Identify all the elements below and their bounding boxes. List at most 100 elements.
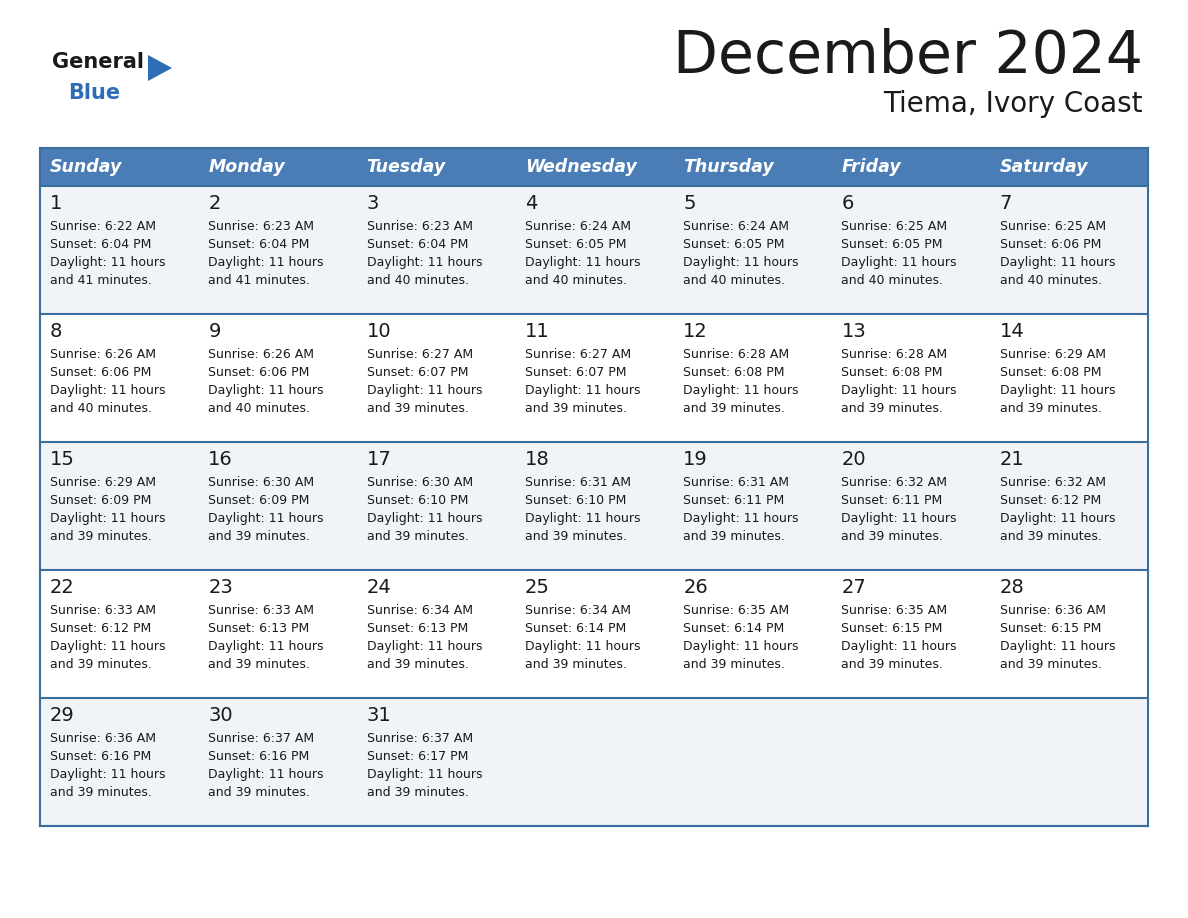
Text: Sunset: 6:14 PM: Sunset: 6:14 PM <box>525 622 626 635</box>
Text: Daylight: 11 hours: Daylight: 11 hours <box>683 256 798 269</box>
Text: Sunset: 6:12 PM: Sunset: 6:12 PM <box>50 622 151 635</box>
Bar <box>198 186 356 314</box>
Text: Daylight: 11 hours: Daylight: 11 hours <box>367 384 482 397</box>
Text: 21: 21 <box>1000 450 1024 469</box>
Text: and 39 minutes.: and 39 minutes. <box>208 658 310 671</box>
Bar <box>356 314 514 442</box>
Text: Sunset: 6:15 PM: Sunset: 6:15 PM <box>841 622 943 635</box>
Text: Sunset: 6:07 PM: Sunset: 6:07 PM <box>367 366 468 379</box>
Text: and 39 minutes.: and 39 minutes. <box>367 530 468 543</box>
Bar <box>514 186 674 314</box>
Text: and 39 minutes.: and 39 minutes. <box>1000 530 1101 543</box>
Text: and 39 minutes.: and 39 minutes. <box>208 530 310 543</box>
Bar <box>990 698 1148 826</box>
Bar <box>356 186 514 314</box>
Bar <box>514 148 674 186</box>
Text: Sunset: 6:13 PM: Sunset: 6:13 PM <box>208 622 310 635</box>
Bar <box>198 570 356 698</box>
Bar <box>514 442 674 570</box>
Text: 10: 10 <box>367 322 391 341</box>
Text: and 39 minutes.: and 39 minutes. <box>525 530 627 543</box>
Text: Daylight: 11 hours: Daylight: 11 hours <box>208 768 324 781</box>
Text: 7: 7 <box>1000 194 1012 213</box>
Text: Sunset: 6:08 PM: Sunset: 6:08 PM <box>1000 366 1101 379</box>
Text: Sunrise: 6:31 AM: Sunrise: 6:31 AM <box>683 476 789 489</box>
Bar <box>832 698 990 826</box>
Bar <box>356 442 514 570</box>
Bar <box>832 186 990 314</box>
Text: Sunrise: 6:29 AM: Sunrise: 6:29 AM <box>1000 348 1106 361</box>
Text: and 39 minutes.: and 39 minutes. <box>367 786 468 799</box>
Text: Daylight: 11 hours: Daylight: 11 hours <box>50 256 165 269</box>
Text: 5: 5 <box>683 194 696 213</box>
Text: and 39 minutes.: and 39 minutes. <box>50 658 152 671</box>
Text: Sunset: 6:04 PM: Sunset: 6:04 PM <box>367 238 468 251</box>
Text: 13: 13 <box>841 322 866 341</box>
Bar <box>40 442 198 570</box>
Text: Sunset: 6:15 PM: Sunset: 6:15 PM <box>1000 622 1101 635</box>
Text: Sunset: 6:16 PM: Sunset: 6:16 PM <box>50 750 151 763</box>
Bar <box>990 570 1148 698</box>
Text: Sunrise: 6:32 AM: Sunrise: 6:32 AM <box>841 476 947 489</box>
Text: Sunset: 6:05 PM: Sunset: 6:05 PM <box>841 238 943 251</box>
Text: Sunrise: 6:26 AM: Sunrise: 6:26 AM <box>50 348 156 361</box>
Text: Sunrise: 6:37 AM: Sunrise: 6:37 AM <box>367 732 473 745</box>
Bar <box>990 314 1148 442</box>
Bar <box>674 186 832 314</box>
Text: 6: 6 <box>841 194 854 213</box>
Text: and 40 minutes.: and 40 minutes. <box>208 402 310 415</box>
Text: Daylight: 11 hours: Daylight: 11 hours <box>683 512 798 525</box>
Text: 1: 1 <box>50 194 63 213</box>
Bar <box>198 442 356 570</box>
Text: Daylight: 11 hours: Daylight: 11 hours <box>50 640 165 653</box>
Text: and 39 minutes.: and 39 minutes. <box>841 402 943 415</box>
Text: 9: 9 <box>208 322 221 341</box>
Text: Daylight: 11 hours: Daylight: 11 hours <box>841 512 956 525</box>
Text: and 39 minutes.: and 39 minutes. <box>683 402 785 415</box>
Bar <box>674 148 832 186</box>
Bar <box>832 148 990 186</box>
Text: 27: 27 <box>841 578 866 597</box>
Text: Daylight: 11 hours: Daylight: 11 hours <box>367 256 482 269</box>
Bar <box>40 698 198 826</box>
Text: and 39 minutes.: and 39 minutes. <box>525 402 627 415</box>
Text: and 39 minutes.: and 39 minutes. <box>367 658 468 671</box>
Bar <box>514 314 674 442</box>
Text: Sunrise: 6:25 AM: Sunrise: 6:25 AM <box>841 220 948 233</box>
Bar <box>40 186 198 314</box>
Bar <box>832 442 990 570</box>
Text: and 40 minutes.: and 40 minutes. <box>841 274 943 287</box>
Text: 2: 2 <box>208 194 221 213</box>
Text: and 39 minutes.: and 39 minutes. <box>1000 402 1101 415</box>
Text: 16: 16 <box>208 450 233 469</box>
Text: Sunrise: 6:35 AM: Sunrise: 6:35 AM <box>683 604 789 617</box>
Text: Sunset: 6:13 PM: Sunset: 6:13 PM <box>367 622 468 635</box>
Text: Sunset: 6:04 PM: Sunset: 6:04 PM <box>50 238 151 251</box>
Text: Daylight: 11 hours: Daylight: 11 hours <box>525 640 640 653</box>
Text: and 40 minutes.: and 40 minutes. <box>683 274 785 287</box>
Text: Thursday: Thursday <box>683 158 773 176</box>
Text: Daylight: 11 hours: Daylight: 11 hours <box>841 384 956 397</box>
Text: Sunset: 6:10 PM: Sunset: 6:10 PM <box>525 494 626 507</box>
Text: and 41 minutes.: and 41 minutes. <box>50 274 152 287</box>
Text: December 2024: December 2024 <box>672 28 1143 85</box>
Text: 8: 8 <box>50 322 63 341</box>
Text: Daylight: 11 hours: Daylight: 11 hours <box>208 512 324 525</box>
Text: and 40 minutes.: and 40 minutes. <box>1000 274 1101 287</box>
Text: Daylight: 11 hours: Daylight: 11 hours <box>683 384 798 397</box>
Text: Sunrise: 6:36 AM: Sunrise: 6:36 AM <box>50 732 156 745</box>
Text: Sunrise: 6:36 AM: Sunrise: 6:36 AM <box>1000 604 1106 617</box>
Text: 17: 17 <box>367 450 391 469</box>
Text: Wednesday: Wednesday <box>525 158 637 176</box>
Text: Sunset: 6:06 PM: Sunset: 6:06 PM <box>50 366 151 379</box>
Text: Sunset: 6:09 PM: Sunset: 6:09 PM <box>50 494 151 507</box>
Text: Sunrise: 6:28 AM: Sunrise: 6:28 AM <box>683 348 789 361</box>
Bar <box>198 148 356 186</box>
Text: Sunset: 6:11 PM: Sunset: 6:11 PM <box>683 494 784 507</box>
Text: 24: 24 <box>367 578 391 597</box>
Bar <box>356 148 514 186</box>
Text: 29: 29 <box>50 706 75 725</box>
Text: Daylight: 11 hours: Daylight: 11 hours <box>841 640 956 653</box>
Text: Sunrise: 6:27 AM: Sunrise: 6:27 AM <box>367 348 473 361</box>
Text: Sunrise: 6:29 AM: Sunrise: 6:29 AM <box>50 476 156 489</box>
